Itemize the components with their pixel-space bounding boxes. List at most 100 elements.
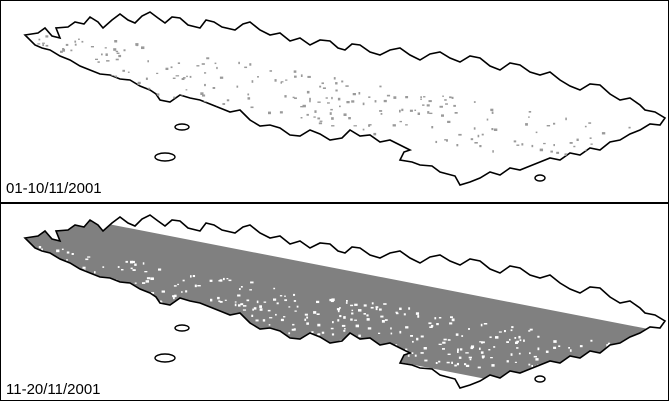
pixel [504,330,506,333]
pixel [255,319,259,322]
pixel [196,65,200,67]
pixel [628,126,631,129]
pixel [553,346,557,349]
pixel [319,85,322,88]
pixel [304,318,307,321]
pixel [533,355,537,358]
pixel [482,357,485,359]
pixel [479,347,481,350]
pixel [491,364,495,367]
pixel [414,109,417,112]
pixel [556,151,560,154]
pixel [459,348,463,351]
pixel [445,103,448,105]
pixel [606,344,610,347]
pixel [434,317,437,320]
pixel [479,145,482,148]
pixel [156,72,159,75]
pixel [322,87,326,89]
pixel [56,249,60,253]
pixel [492,150,494,153]
pixel [37,43,41,45]
pixel [363,304,367,307]
pixel [116,52,120,54]
pixel [117,266,120,268]
pixel [375,307,378,311]
pixel [267,309,271,312]
pixel [588,122,592,124]
pixel [156,93,160,96]
pixel [468,356,472,359]
pixel [449,322,453,325]
pixel [160,301,163,303]
pixel [510,353,513,356]
pixel [464,363,467,366]
pixel [333,77,336,80]
island [154,353,176,363]
pixel [465,352,469,354]
pixel [242,309,247,311]
pixel [383,303,387,305]
pixel [147,87,151,90]
pixel [601,132,606,135]
pixel [366,318,370,321]
pixel [493,128,498,132]
pixel [173,285,177,287]
pixel [523,339,525,342]
pixel [420,335,424,338]
pixel [113,48,117,51]
pixel [246,299,250,302]
pixel [280,81,283,84]
pixel [474,142,478,144]
pixel [469,358,472,361]
pixel [430,324,434,327]
pixel [495,336,499,339]
pixel [590,143,593,145]
snow-area [25,215,657,388]
pixel [330,299,334,303]
pixel [447,120,451,124]
pixel [97,61,100,63]
pixel [479,341,482,343]
island [534,174,546,182]
pixel [343,329,346,332]
pixel [317,323,321,327]
pixel [446,139,448,142]
pixel [74,43,77,46]
pixel [477,366,481,369]
pixel [539,148,544,152]
pixel [545,350,549,353]
pixel [280,318,284,322]
pixel [45,35,49,38]
pixel [125,260,128,263]
pixel [325,97,328,99]
pixel [379,110,383,112]
pixel [453,104,456,107]
pixel [358,92,361,95]
pixel [236,85,239,88]
pixel [226,99,230,102]
pixel [451,96,454,99]
pixel [456,144,459,147]
pixel [45,44,49,47]
pixel [331,125,335,127]
pixel [378,332,381,334]
pixel [292,96,295,99]
pixel [42,44,45,47]
pixel [206,57,210,60]
pixel [585,149,587,153]
pixel [330,327,334,330]
pixel [509,338,511,341]
pixel [471,345,475,349]
pixel [177,283,179,286]
pixel [38,246,42,249]
pixel [181,78,185,81]
pixel [38,38,41,41]
pixel [165,67,169,71]
pixel [186,75,188,78]
pixel [247,93,250,96]
pixel [341,324,346,327]
pixel [451,361,453,364]
pixel [515,341,518,345]
pixel [132,269,136,271]
